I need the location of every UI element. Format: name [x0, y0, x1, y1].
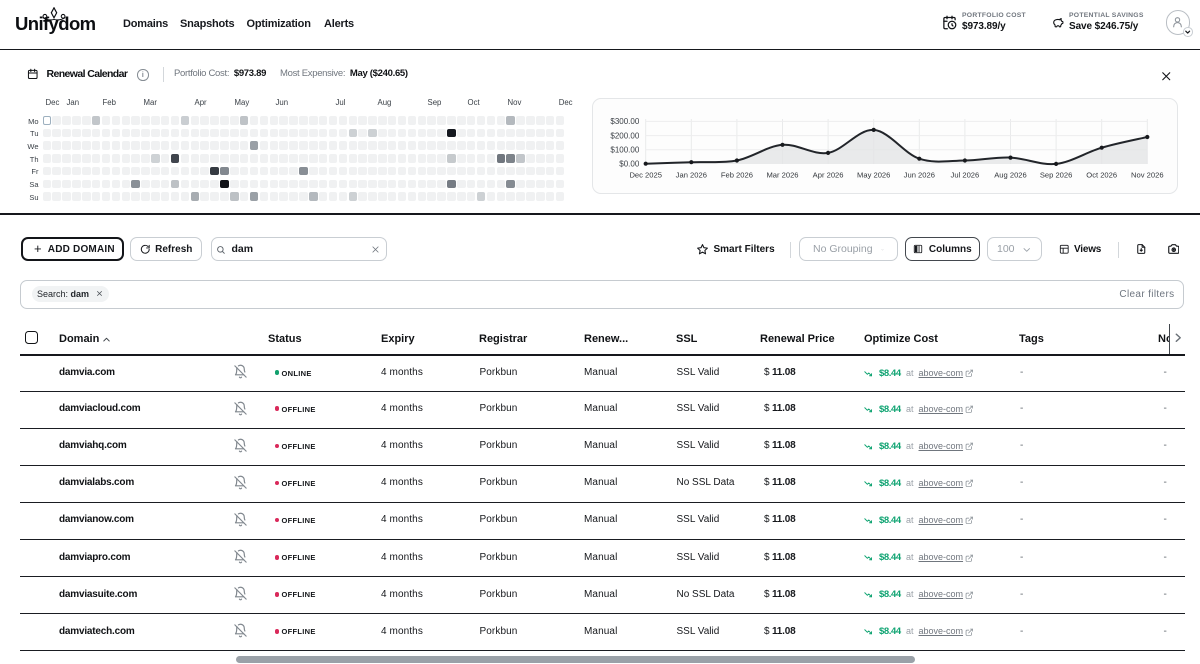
svg-text:$200.00: $200.00 [610, 131, 639, 140]
svg-text:Jun 2026: Jun 2026 [903, 171, 934, 180]
svg-text:Aug 2026: Aug 2026 [994, 171, 1027, 180]
svg-text:$100.00: $100.00 [610, 146, 639, 155]
svg-text:May 2026: May 2026 [857, 171, 890, 180]
svg-text:$0.00: $0.00 [619, 160, 640, 169]
svg-text:Jan 2026: Jan 2026 [675, 171, 706, 180]
svg-text:Oct 2026: Oct 2026 [1086, 171, 1117, 180]
svg-text:$300.00: $300.00 [610, 117, 639, 126]
svg-text:Sep 2026: Sep 2026 [1039, 171, 1072, 180]
svg-text:Apr 2026: Apr 2026 [812, 171, 843, 180]
svg-text:Dec 2025: Dec 2025 [629, 171, 662, 180]
svg-text:Jul 2026: Jul 2026 [950, 171, 979, 180]
svg-text:Nov 2026: Nov 2026 [1131, 171, 1164, 180]
svg-text:Feb 2026: Feb 2026 [720, 171, 752, 180]
svg-text:Mar 2026: Mar 2026 [766, 171, 798, 180]
